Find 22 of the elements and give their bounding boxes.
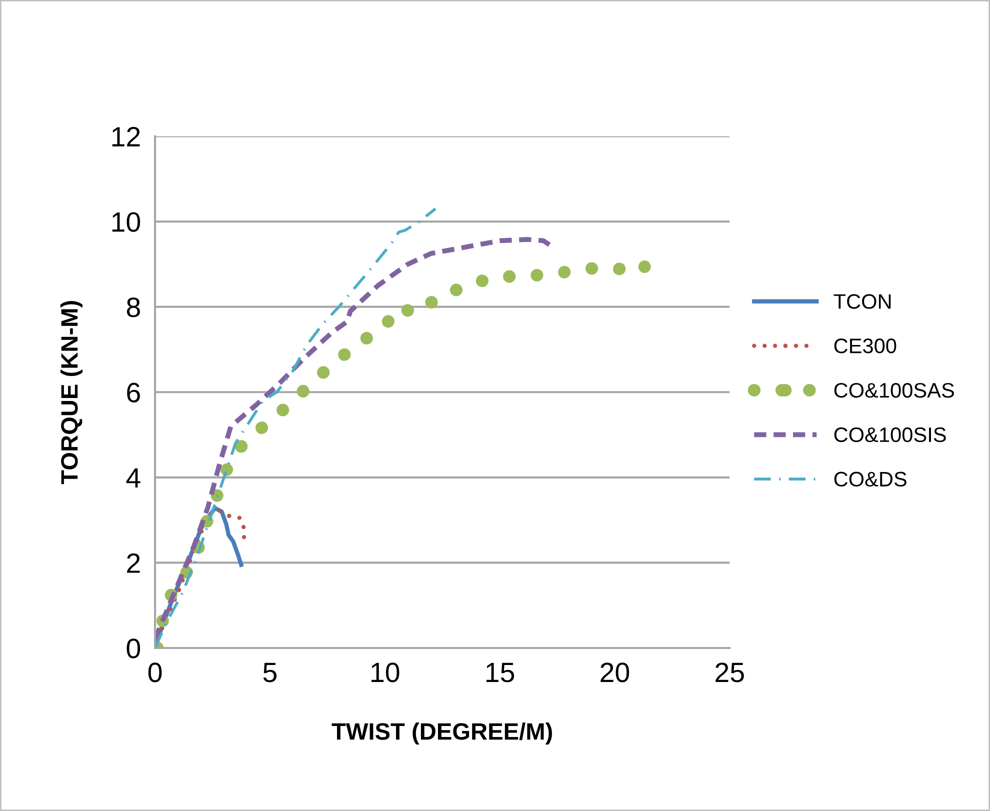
y-tick-label: 2	[127, 553, 140, 573]
y-tick-label: 12	[112, 126, 140, 146]
line-series	[155, 207, 437, 648]
y-axis-title: TORQUE (KN-M)	[60, 301, 82, 484]
legend-label: CE300	[834, 338, 896, 354]
line-series	[155, 237, 553, 642]
x-tick-label: 20	[600, 662, 630, 682]
legend-label: CO&DS	[834, 472, 906, 487]
legend-label: TCON	[834, 294, 891, 309]
legend-label: CO&100SIS	[834, 427, 946, 442]
x-tick-label: 5	[263, 662, 277, 682]
y-tick-label: 0	[126, 638, 140, 658]
x-tick-label: 10	[372, 662, 400, 682]
x-tick-label: 25	[716, 662, 744, 682]
x-tick-label: 0	[148, 662, 162, 682]
y-tick-label: 4	[126, 468, 140, 488]
y-tick-label: 6	[127, 382, 140, 402]
y-tick-label: 10	[112, 212, 140, 232]
x-axis-title: TWIST (DEGREE/M)	[332, 722, 552, 745]
y-tick-label: 8	[126, 297, 140, 318]
x-tick-label: 15	[486, 662, 514, 682]
legend-label: CO&100SAS	[834, 382, 954, 398]
